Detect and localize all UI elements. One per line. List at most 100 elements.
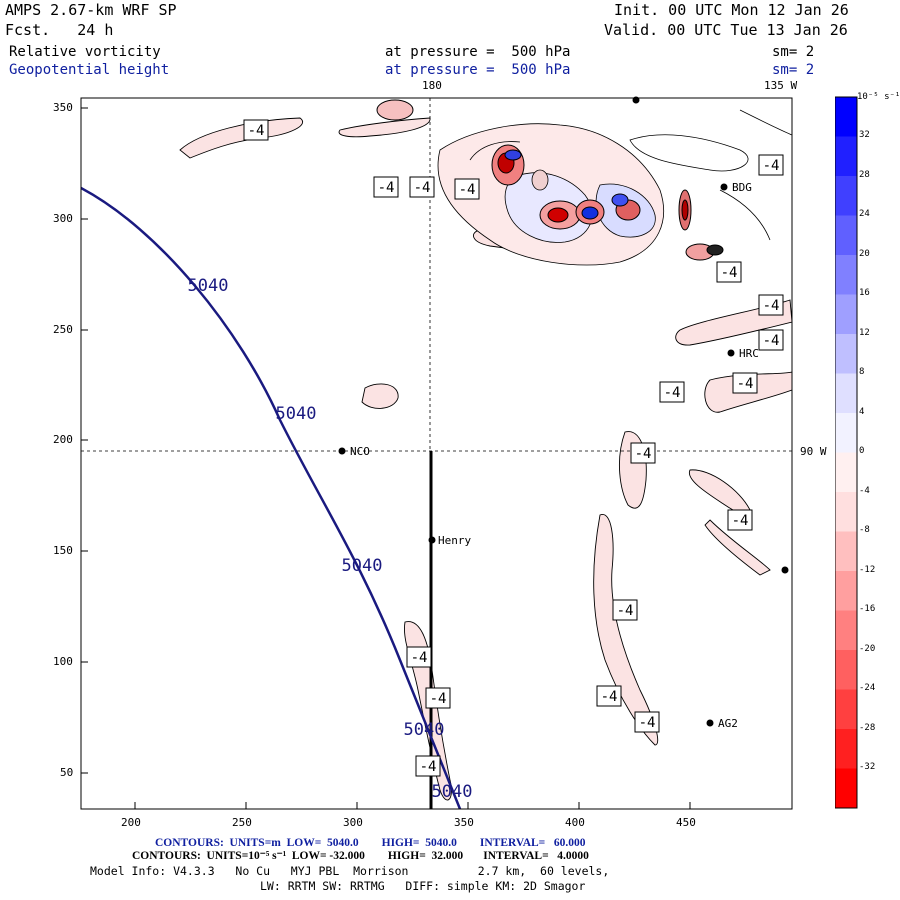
vort-label: -4: [378, 180, 395, 196]
vort-label: -4: [248, 123, 265, 139]
vort-label: -4: [430, 691, 447, 707]
vort-label: -4: [732, 513, 749, 529]
colorbar-segment: [835, 373, 857, 414]
y-tick-label: 300: [53, 212, 73, 225]
colorbar-tick-label: 12: [859, 327, 870, 338]
vort-label-box: [425, 687, 451, 709]
vort-label-box: [659, 381, 685, 403]
colorbar-tick-label: -16: [859, 604, 876, 614]
vort-label-box: [612, 599, 638, 621]
vort-label: -4: [737, 376, 754, 392]
colorbar-tick-label: 20: [859, 248, 870, 259]
colorbar-tick-label: -20: [859, 643, 876, 654]
colorbar-segment: [835, 571, 857, 611]
vort-label: -4: [763, 298, 780, 314]
colorbar-segment: [835, 294, 857, 335]
colorbar-segment: [835, 531, 857, 572]
colorbar-segment: [835, 97, 857, 137]
colorbar-segment: [835, 334, 857, 374]
vort-label-box: [415, 755, 441, 777]
vort-label-box: [634, 711, 660, 733]
colorbar-segment: [835, 768, 857, 809]
height-label: 5040: [404, 720, 445, 740]
height-label: 5040: [432, 782, 473, 802]
x-tick-label: 250: [232, 816, 252, 829]
x-tick-label: 400: [565, 816, 585, 829]
field1-name: Relative vorticity: [9, 44, 161, 60]
colorbar-tick-label: 28: [859, 169, 870, 180]
colorbar-tick-label: -12: [859, 564, 876, 575]
footer-contours-height: CONTOURS: UNITS=m LOW= 5040.0 HIGH= 5040…: [155, 837, 586, 849]
colorbar-segment: [835, 176, 857, 216]
field2-name: Geopotential height: [9, 62, 170, 78]
vort-label-box: [630, 442, 656, 464]
colorbar-tick-label: 0: [859, 446, 865, 456]
height-label: 5040: [276, 404, 317, 424]
vort-blob: [338, 117, 431, 138]
lon-label-90w: 90 W: [800, 445, 827, 458]
colorbar-segment: [835, 729, 857, 769]
colorbar-tick-label: 8: [859, 367, 865, 377]
vort-label-box: [716, 261, 742, 283]
station-label: Henry: [438, 534, 472, 547]
vort-label: -4: [411, 650, 428, 666]
vort-label: -4: [721, 265, 738, 281]
vort-label: -4: [763, 333, 780, 349]
vort-label-box: [406, 646, 432, 668]
y-tick-label: 250: [53, 323, 73, 336]
lon-label-180: 180: [422, 79, 442, 92]
vort-blob: [689, 469, 751, 516]
lon-label-135w: 135 W: [764, 79, 798, 92]
footer-contours-vorticity: CONTOURS: UNITS=10⁻⁵ s⁻¹ LOW= -32.000 HI…: [132, 850, 589, 862]
x-tick-label: 350: [454, 816, 474, 829]
station-ag2-dot: [706, 719, 714, 727]
colorbar-segment: [835, 215, 857, 256]
colorbar-segment: [835, 452, 857, 493]
vort-label: -4: [617, 603, 634, 619]
vort-label-box: [758, 154, 784, 176]
vortex-cluster: [376, 99, 792, 266]
vort-label-box: [243, 119, 269, 141]
colorbar-segment: [835, 689, 857, 730]
colorbar-segment: [835, 650, 857, 690]
colorbar-tick-label: -8: [859, 525, 870, 535]
vort-label-box: [758, 329, 784, 351]
vort-blob: [179, 117, 303, 159]
colorbar-segment: [835, 610, 857, 651]
plot-frame: [80, 97, 793, 810]
station-edge-dot: [781, 566, 789, 574]
station-nco-dot: [338, 447, 346, 455]
vort-label: -4: [664, 385, 681, 401]
vort-label-box: [727, 509, 753, 531]
colorbar-segment: [835, 136, 857, 177]
vort-label: -4: [414, 180, 431, 196]
station-top-dot: [632, 96, 640, 104]
pressure2-label: at pressure = 500 hPa: [385, 62, 571, 78]
footer-model-info: Model Info: V4.3.3 No Cu MYJ PBL Morriso…: [90, 864, 610, 878]
colorbar-frame: [835, 96, 858, 809]
colorbar-segment: [835, 255, 857, 295]
station-hrc-dot: [727, 349, 735, 357]
colorbar-tick-label: 32: [859, 130, 870, 140]
vort-label-box: [596, 685, 622, 707]
y-tick-label: 150: [53, 544, 73, 557]
smoothing1-label: sm= 2: [772, 44, 815, 60]
vort-label-box: [454, 178, 480, 200]
station-dots: [338, 96, 789, 727]
axis-ticks: [81, 107, 691, 809]
colorbar-tick-label: -32: [859, 762, 876, 772]
colorbar-tick-label: 24: [859, 209, 870, 219]
colorbar: [835, 96, 858, 809]
colorbar-tick-label: 4: [859, 406, 865, 417]
model-title: AMPS 2.67-km WRF SP: [5, 1, 177, 19]
x-tick-label: 450: [676, 816, 696, 829]
y-tick-label: 350: [53, 101, 73, 114]
vort-label: -4: [601, 689, 618, 705]
station-label: HRC: [739, 347, 759, 360]
station-henry-dot: [428, 536, 436, 544]
colorbar-tick-label: 16: [859, 288, 870, 298]
vort-blob: [704, 519, 771, 576]
y-tick-label: 200: [53, 433, 73, 446]
height-contour-5040: [81, 186, 462, 809]
